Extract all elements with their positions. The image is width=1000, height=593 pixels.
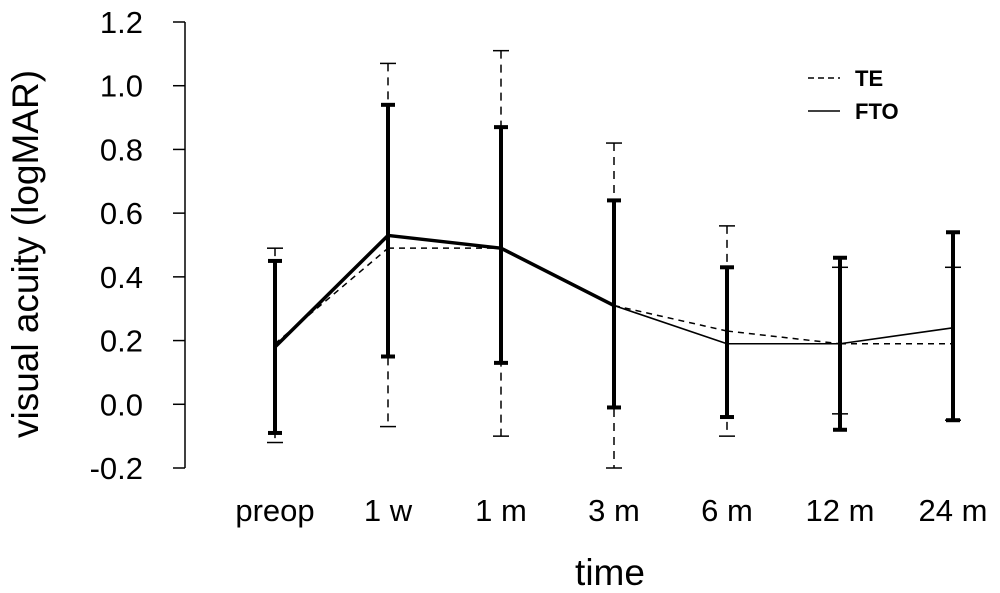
fto-data-point — [500, 247, 502, 250]
fto-error-bar — [494, 125, 508, 365]
error-bars-layer — [267, 49, 961, 469]
fto-line-segment — [839, 327, 954, 345]
fto-line-segment — [613, 304, 728, 345]
te-error-bar — [606, 142, 622, 469]
series-lines-layer — [273, 233, 954, 349]
fto-line-segment — [386, 233, 503, 250]
fto-series-line — [273, 233, 954, 349]
fto-line-segment — [499, 246, 616, 308]
y-tick-label: 0.0 — [100, 387, 143, 422]
y-tick-label: 0.6 — [100, 196, 143, 231]
x-tick-label: preop — [235, 493, 314, 528]
y-axis: 1.2 1.0 0.8 0.6 0.4 0.2 0.0 -0.2 — [90, 5, 186, 486]
fto-data-point — [387, 234, 389, 237]
legend-item-fto: FTO — [808, 99, 899, 124]
fto-data-point — [274, 346, 276, 348]
fto-line-segment — [273, 233, 390, 349]
x-tick-label: 3 m — [588, 493, 640, 528]
y-tick-label: 1.2 — [100, 5, 143, 40]
y-tick-label: 1.0 — [100, 69, 143, 104]
x-tick-label: 1 w — [364, 493, 413, 528]
legend-item-te: TE — [808, 66, 883, 91]
legend-te-label: TE — [855, 66, 883, 91]
x-axis: preop 1 w 1 m 3 m 6 m 12 m 24 m — [235, 493, 987, 528]
te-line-segment — [726, 330, 841, 345]
fto-data-point — [613, 304, 615, 307]
te-data-point — [726, 330, 728, 332]
x-tick-label: 12 m — [806, 493, 875, 528]
te-error-bar — [493, 49, 509, 437]
fto-data-point — [952, 326, 954, 329]
x-tick-label: 24 m — [919, 493, 988, 528]
legend: TE FTO — [808, 66, 899, 124]
fto-data-point — [839, 342, 841, 345]
y-tick-label: 0.8 — [100, 132, 143, 167]
fto-error-bar — [946, 230, 960, 423]
x-axis-title: time — [575, 552, 645, 593]
y-axis-title: visual acuity (logMAR) — [5, 70, 46, 438]
y-tick-label: 0.2 — [100, 324, 143, 359]
fto-error-bar — [720, 265, 734, 420]
te-line-segment — [613, 304, 728, 332]
te-data-point — [952, 342, 954, 345]
x-tick-label: 1 m — [475, 493, 527, 528]
x-tick-label: 6 m — [701, 493, 753, 528]
fto-data-point — [726, 342, 728, 345]
te-data-point — [387, 247, 389, 250]
y-tick-label: 0.4 — [100, 260, 143, 295]
y-tick-label: -0.2 — [90, 451, 143, 486]
fto-error-bar — [381, 102, 395, 359]
legend-fto-label: FTO — [855, 99, 899, 124]
